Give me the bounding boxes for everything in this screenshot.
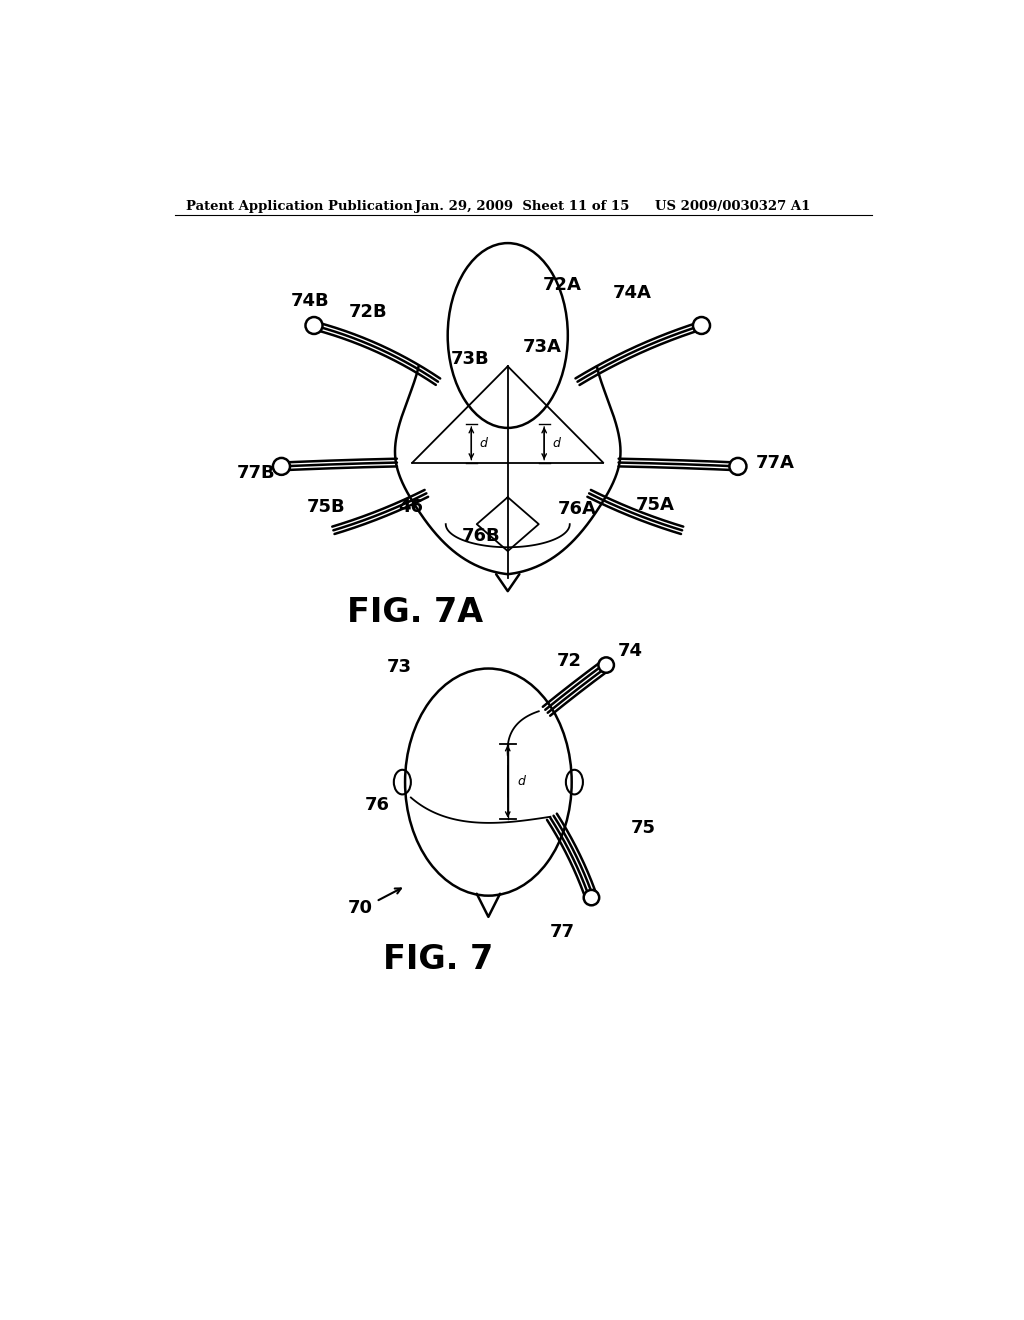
Text: d: d (552, 437, 560, 450)
Text: 75: 75 (631, 820, 656, 837)
Circle shape (693, 317, 710, 334)
Circle shape (273, 458, 290, 475)
Text: 77: 77 (550, 923, 574, 941)
Circle shape (584, 890, 599, 906)
Text: 74: 74 (617, 643, 643, 660)
Text: FIG. 7: FIG. 7 (383, 942, 494, 975)
Text: 74A: 74A (612, 284, 651, 302)
Text: 76A: 76A (558, 500, 597, 517)
Text: 77A: 77A (756, 454, 795, 471)
Text: d: d (479, 437, 487, 450)
Text: 72: 72 (557, 652, 583, 671)
Circle shape (598, 657, 614, 673)
Text: 76B: 76B (462, 527, 500, 545)
Text: 76: 76 (365, 796, 390, 814)
Text: 70: 70 (348, 899, 373, 916)
Text: 75B: 75B (306, 498, 345, 516)
Text: 72A: 72A (543, 276, 582, 294)
Text: 46: 46 (398, 498, 423, 516)
Text: 72B: 72B (349, 304, 387, 321)
Text: Patent Application Publication: Patent Application Publication (186, 199, 413, 213)
Text: 73: 73 (387, 657, 412, 676)
Text: US 2009/0030327 A1: US 2009/0030327 A1 (655, 199, 810, 213)
Text: 73A: 73A (523, 338, 562, 356)
Text: 77B: 77B (237, 463, 275, 482)
Text: FIG. 7A: FIG. 7A (347, 597, 482, 630)
Text: Jan. 29, 2009  Sheet 11 of 15: Jan. 29, 2009 Sheet 11 of 15 (415, 199, 629, 213)
Text: 74B: 74B (291, 292, 330, 310)
Text: d: d (517, 775, 525, 788)
Circle shape (305, 317, 323, 334)
Text: 75A: 75A (636, 496, 675, 513)
Text: 73B: 73B (452, 350, 489, 367)
Circle shape (729, 458, 746, 475)
